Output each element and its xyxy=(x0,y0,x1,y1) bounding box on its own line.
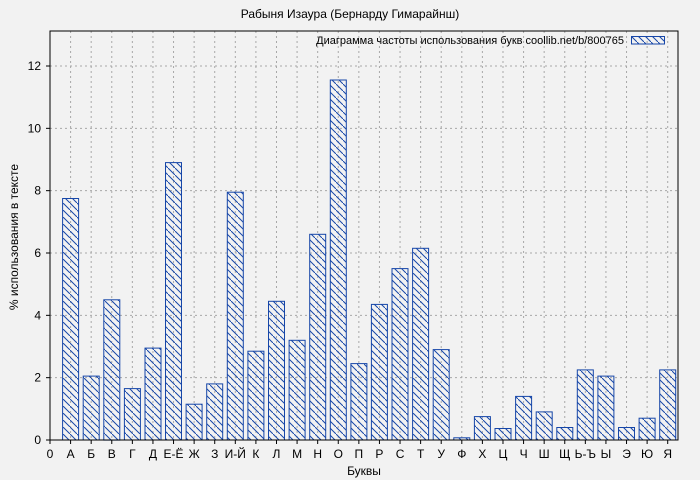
bar-Ш xyxy=(535,411,553,441)
x-tick-label: Р xyxy=(375,447,383,461)
bar-В xyxy=(103,299,121,441)
bar-Е-Ё xyxy=(165,162,182,441)
x-tick-label: В xyxy=(108,447,116,461)
bar-П xyxy=(350,363,368,441)
x-tick-label: Д xyxy=(149,447,157,461)
bar-С xyxy=(391,268,409,441)
y-tick-label: 8 xyxy=(34,184,41,198)
x-tick-label: Ф xyxy=(457,447,466,461)
bar-З xyxy=(206,383,224,441)
y-tick-label: 10 xyxy=(28,121,42,135)
bar-Э xyxy=(618,427,635,441)
x-tick-label: З xyxy=(211,447,218,461)
bar-Г xyxy=(123,388,141,441)
x-tick-label: Б xyxy=(87,447,95,461)
bar-А xyxy=(62,198,80,441)
x-tick-label: И-Й xyxy=(225,446,246,461)
bar-У xyxy=(432,349,450,441)
x-tick-label: Ж xyxy=(189,447,200,461)
x-tick-label: К xyxy=(252,447,259,461)
bar-Б xyxy=(82,375,100,441)
bar-И-Й xyxy=(226,191,244,441)
bar-К xyxy=(247,350,265,441)
y-tick-label: 4 xyxy=(34,308,41,322)
bar-Х xyxy=(473,416,491,441)
bar-Л xyxy=(268,300,285,441)
legend-label: Диаграмма частоты использования букв coo… xyxy=(316,35,624,47)
bar-Ч xyxy=(515,395,533,441)
bar-Я xyxy=(659,369,677,441)
x-tick-label: Ю xyxy=(641,447,653,461)
x-tick-label: Е-Ё xyxy=(164,447,184,461)
bar-Н xyxy=(309,233,327,441)
x-tick-label: А xyxy=(67,447,75,461)
x-tick-label: Н xyxy=(313,447,322,461)
x-tick-label: Ь-Ъ xyxy=(575,447,596,461)
x-tick-label: Ч xyxy=(520,447,528,461)
y-tick-label: 12 xyxy=(28,59,42,73)
y-tick-label: 6 xyxy=(34,246,41,260)
bar-Щ xyxy=(556,427,574,441)
bar-Р xyxy=(370,303,388,441)
bar-О xyxy=(329,79,347,441)
x-tick-label: Э xyxy=(622,447,631,461)
x-tick-label: Я xyxy=(663,447,672,461)
x-tick-label: П xyxy=(355,447,364,461)
x-tick-label: Ш xyxy=(539,447,550,461)
x-tick-label: 0 xyxy=(47,447,54,461)
chart-title: Рабыня Изаура (Бернарду Гимарайнш) xyxy=(240,7,460,21)
x-tick-label: У xyxy=(437,447,445,461)
bar-Ж xyxy=(185,403,203,441)
bar-Д xyxy=(144,347,162,441)
x-tick-label: Х xyxy=(478,447,486,461)
legend-swatch xyxy=(631,36,665,45)
x-tick-label: Л xyxy=(273,447,281,461)
bar-М xyxy=(288,339,306,441)
x-tick-label: Т xyxy=(417,447,425,461)
x-tick-label: Ц xyxy=(499,447,508,461)
plot-border xyxy=(49,30,679,441)
bar-Ы xyxy=(597,375,615,441)
x-tick-label: Ы xyxy=(601,447,612,461)
bar-Ю xyxy=(638,417,656,441)
x-tick-label: М xyxy=(292,447,302,461)
y-tick-label: 0 xyxy=(34,433,41,447)
x-tick-label: С xyxy=(396,447,405,461)
x-tick-label: Г xyxy=(129,447,136,461)
x-tick-label: О xyxy=(334,447,343,461)
bar-Т xyxy=(412,247,430,441)
x-tick-label: Щ xyxy=(559,447,570,461)
y-tick-label: 2 xyxy=(34,371,41,385)
bar-Ц xyxy=(494,428,512,441)
x-axis-label: Буквы xyxy=(347,464,381,478)
bar-Ь-Ъ xyxy=(576,369,594,441)
